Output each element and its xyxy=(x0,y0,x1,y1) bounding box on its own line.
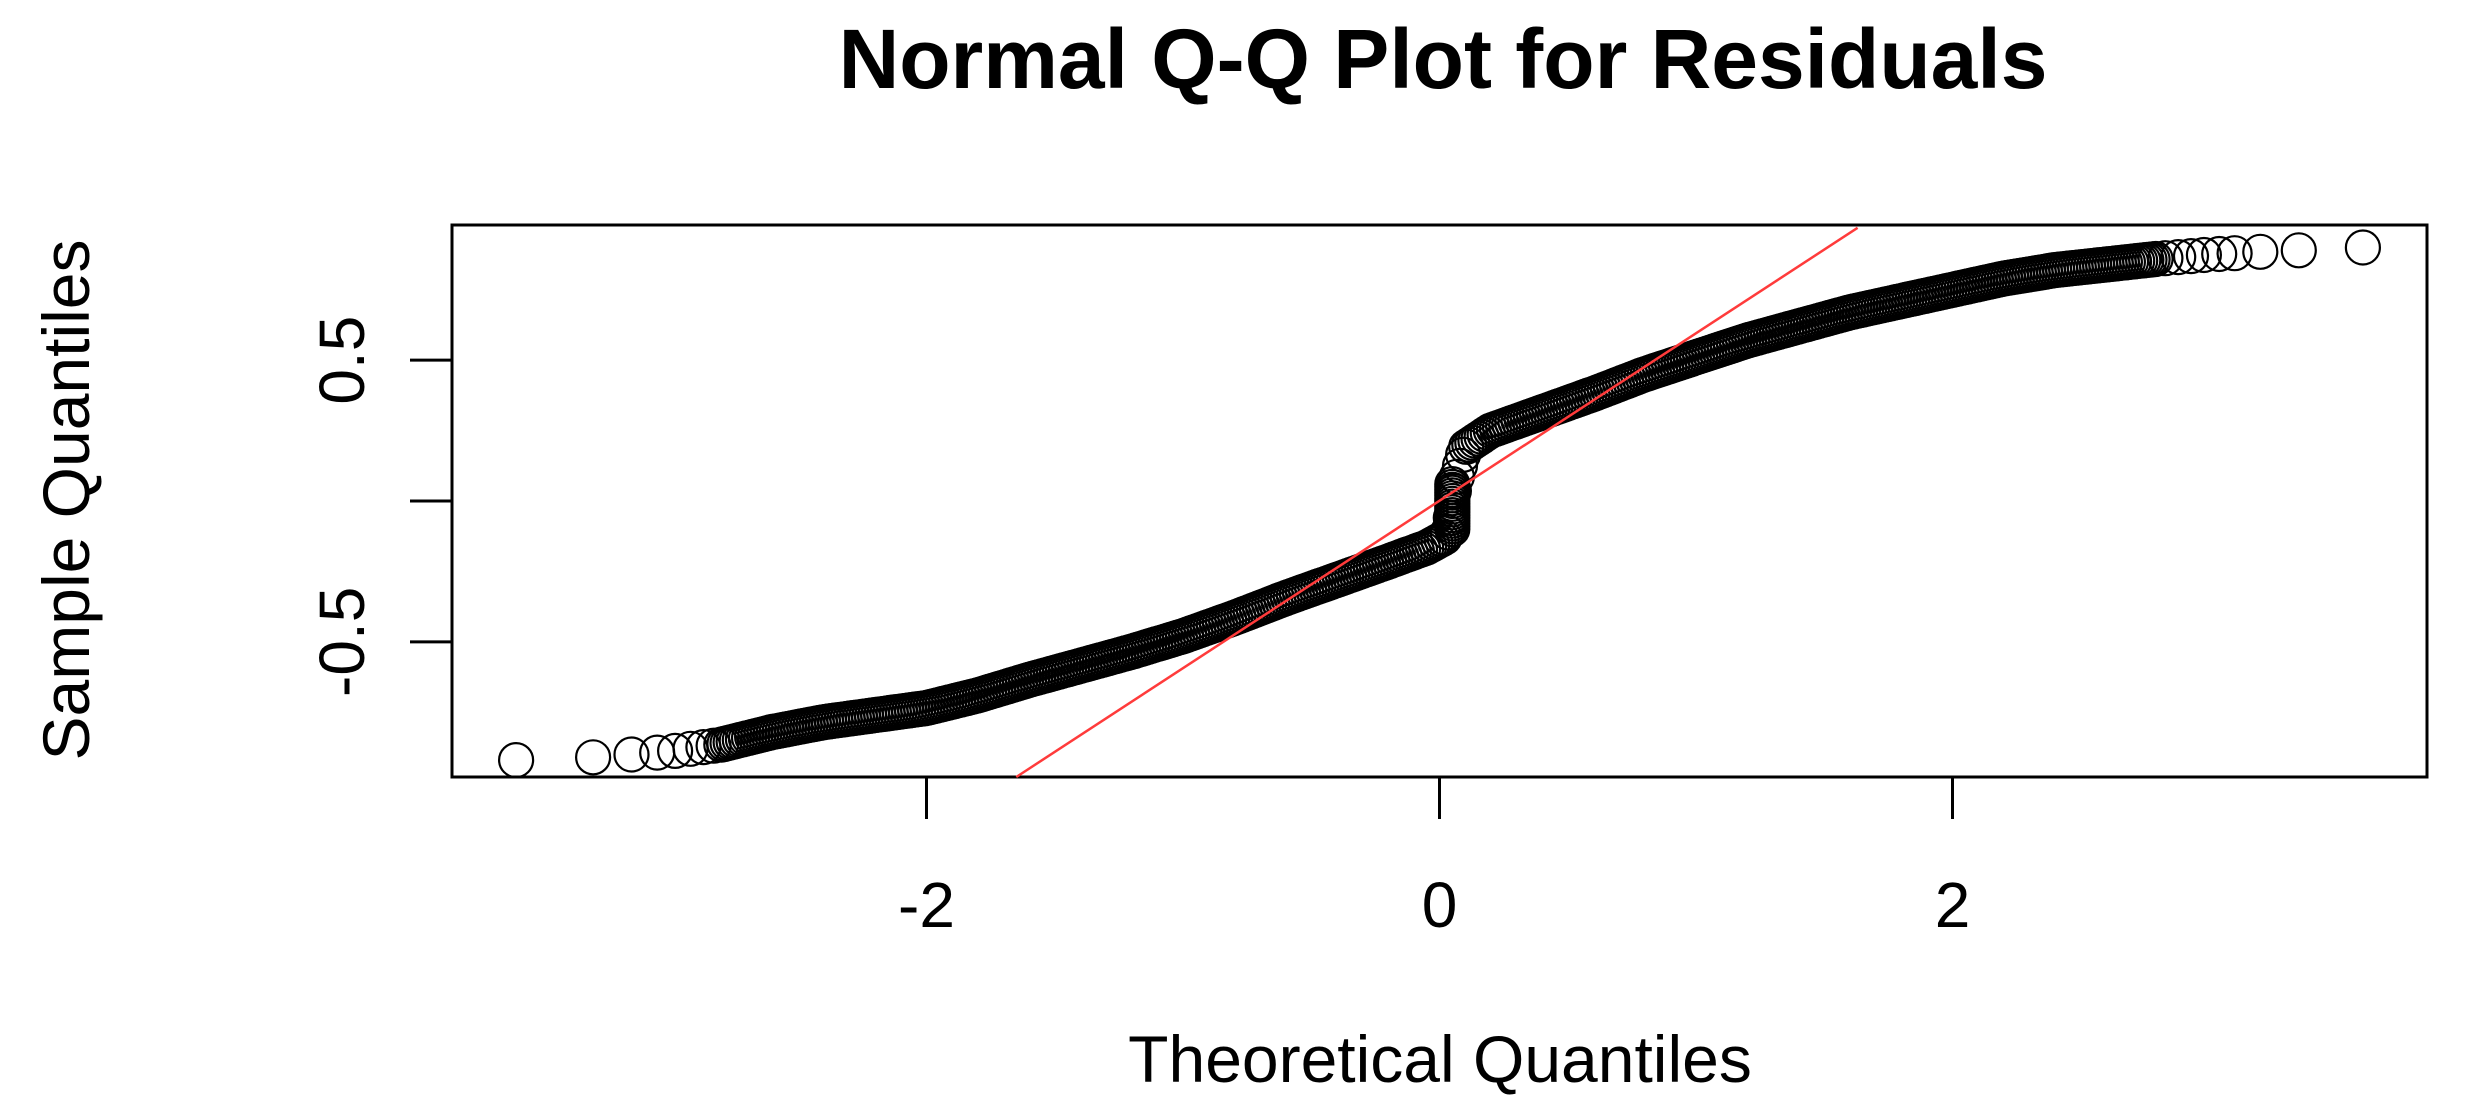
qq-point xyxy=(2201,235,2238,273)
y-axis: -0.5 0.5 xyxy=(306,316,452,697)
qq-point xyxy=(2137,240,2174,278)
y-tick-label: -0.5 xyxy=(306,587,378,697)
qq-point xyxy=(497,741,535,779)
qq-point xyxy=(2242,233,2279,270)
y-axis-label: Sample Quantiles xyxy=(29,240,103,761)
qq-point xyxy=(2185,236,2222,274)
qq-point xyxy=(613,736,650,773)
qq-point xyxy=(2216,235,2253,272)
qq-points xyxy=(497,229,2381,779)
chart-title: Normal Q-Q Plot for Residuals xyxy=(839,12,2048,106)
qq-point xyxy=(2280,232,2317,269)
y-tick-label: 0.5 xyxy=(306,316,378,405)
x-axis-label: Theoretical Quantiles xyxy=(1128,1022,1752,1096)
x-tick-label: 2 xyxy=(1935,869,1971,941)
qq-point xyxy=(2172,238,2210,275)
x-tick-label: 0 xyxy=(1422,869,1458,941)
x-axis: -2 0 2 xyxy=(898,777,1970,941)
qq-reference-line xyxy=(1015,226,1859,779)
qq-point xyxy=(2160,239,2197,276)
qq-point xyxy=(2344,229,2381,266)
qq-point xyxy=(1434,466,1471,503)
qq-point xyxy=(2147,240,2184,277)
x-tick-label: -2 xyxy=(898,869,955,941)
qq-point xyxy=(656,732,694,770)
qq-point xyxy=(574,739,612,776)
